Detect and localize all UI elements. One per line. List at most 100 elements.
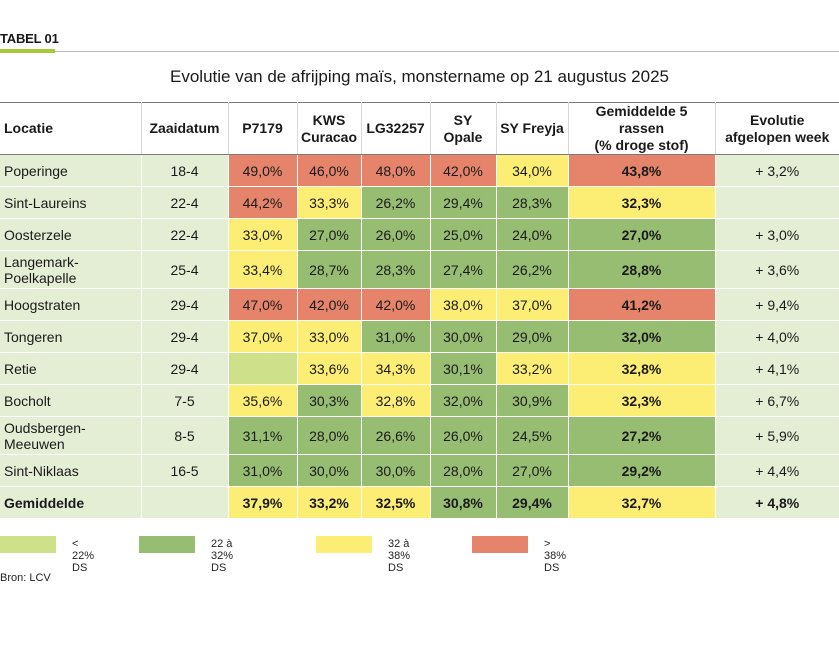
cell-total-gemiddelde: 32,7% [568, 486, 716, 519]
cell-p7179: 37,0% [228, 320, 298, 353]
cell-locatie: Hoogstraten [0, 288, 142, 321]
cell-gemiddelde: 32,3% [568, 384, 716, 417]
cell-locatie: Oosterzele [0, 218, 142, 251]
cell-locatie-line2: Meeuwen [4, 435, 65, 452]
cell-kws-curacao: 28,0% [297, 416, 362, 455]
legend-label-lt22: < 22% DS [72, 538, 95, 574]
cell-locatie: Bocholt [0, 384, 142, 417]
cell-zaaidatum: 22-4 [141, 186, 229, 219]
cell-sy-freyja: 34,0% [496, 154, 569, 187]
source-note: Bron: LCV [0, 572, 51, 584]
cell-locatie: Oudsbergen- Meeuwen [0, 416, 142, 455]
cell-sy-freyja: 33,2% [496, 352, 569, 385]
cell-sy-opale: 32,0% [430, 384, 497, 417]
legend-label-gt38: > 38% DS [544, 538, 567, 574]
cell-sy-opale: 38,0% [430, 288, 497, 321]
cell-sy-opale: 42,0% [430, 154, 497, 187]
cell-lg32257: 26,2% [361, 186, 431, 219]
cell-kws-curacao: 28,7% [297, 250, 362, 289]
cell-total-kws-curacao: 33,2% [297, 486, 362, 519]
cell-kws-curacao: 27,0% [297, 218, 362, 251]
cell-sy-opale: 25,0% [430, 218, 497, 251]
cell-evolutie [715, 186, 839, 219]
header-evo-line1: Evolutie [750, 111, 805, 128]
legend-label-32-38: 32 à 38% DS [388, 538, 411, 574]
cell-zaaidatum: 29-4 [141, 352, 229, 385]
cell-evolutie: + 3,2% [715, 154, 839, 187]
cell-evolutie: + 3,6% [715, 250, 839, 289]
cell-sy-freyja: 24,0% [496, 218, 569, 251]
cell-zaaidatum: 7-5 [141, 384, 229, 417]
header-kws-line1: KWS [312, 111, 346, 128]
cell-lg32257: 42,0% [361, 288, 431, 321]
cell-sy-freyja: 27,0% [496, 454, 569, 487]
cell-locatie: Retie [0, 352, 142, 385]
table-row: Hoogstraten 29-4 47,0% 42,0% 42,0% 38,0%… [0, 288, 839, 321]
table-row: Poperinge 18-4 49,0% 46,0% 48,0% 42,0% 3… [0, 154, 839, 187]
header-evo-line2: afgelopen week [725, 128, 830, 145]
cell-kws-curacao: 46,0% [297, 154, 362, 187]
cell-zaaidatum: 29-4 [141, 320, 229, 353]
cell-total-p7179: 37,9% [228, 486, 298, 519]
table-tag: TABEL 01 [0, 31, 59, 46]
header-evolutie: Evolutie afgelopen week [715, 102, 839, 155]
table-row: Tongeren 29-4 37,0% 33,0% 31,0% 30,0% 29… [0, 320, 839, 353]
total-row: Gemiddelde 37,9% 33,2% 32,5% 30,8% 29,4%… [0, 486, 839, 519]
cell-locatie: Langemark- Poelkapelle [0, 250, 142, 289]
cell-locatie-line1: Oudsbergen- [4, 419, 86, 436]
cell-sy-freyja: 28,3% [496, 186, 569, 219]
cell-evolutie: + 9,4% [715, 288, 839, 321]
cell-kws-curacao: 33,3% [297, 186, 362, 219]
header-row: Locatie Zaaidatum P7179 KWS Curacao LG322… [0, 102, 839, 155]
cell-total-zaaidatum [141, 486, 229, 519]
cell-evolutie: + 4,0% [715, 320, 839, 353]
cell-p7179: 47,0% [228, 288, 298, 321]
cell-sy-freyja: 29,0% [496, 320, 569, 353]
legend-swatch-32-38 [316, 536, 372, 553]
cell-kws-curacao: 33,6% [297, 352, 362, 385]
table-row: Langemark- Poelkapelle 25-4 33,4% 28,7% 2… [0, 250, 839, 289]
header-gem-line2: (% droge stof) [594, 137, 689, 153]
cell-p7179: 31,0% [228, 454, 298, 487]
cell-evolutie: + 5,9% [715, 416, 839, 455]
cell-sy-opale: 30,0% [430, 320, 497, 353]
cell-zaaidatum: 25-4 [141, 250, 229, 289]
maize-ripening-table: Locatie Zaaidatum P7179 KWS Curacao LG322… [0, 102, 839, 519]
header-p7179: P7179 [228, 102, 298, 155]
cell-total-sy-freyja: 29,4% [496, 486, 569, 519]
cell-sy-freyja: 30,9% [496, 384, 569, 417]
legend-swatch-gt38 [472, 536, 528, 553]
cell-locatie: Tongeren [0, 320, 142, 353]
header-gem-line1: Gemiddelde 5 rassen [595, 103, 688, 136]
cell-kws-curacao: 30,3% [297, 384, 362, 417]
cell-gemiddelde: 43,8% [568, 154, 716, 187]
table-row: Sint-Laureins 22-4 44,2% 33,3% 26,2% 29,… [0, 186, 839, 219]
cell-gemiddelde: 32,8% [568, 352, 716, 385]
cell-evolutie: + 4,4% [715, 454, 839, 487]
cell-p7179: 31,1% [228, 416, 298, 455]
cell-kws-curacao: 30,0% [297, 454, 362, 487]
cell-sy-opale: 26,0% [430, 416, 497, 455]
tag-divider-line [55, 51, 839, 52]
header-lg32257: LG32257 [361, 102, 431, 155]
cell-sy-opale: 30,1% [430, 352, 497, 385]
cell-p7179: 49,0% [228, 154, 298, 187]
cell-lg32257: 32,8% [361, 384, 431, 417]
cell-zaaidatum: 22-4 [141, 218, 229, 251]
cell-zaaidatum: 18-4 [141, 154, 229, 187]
table-title: Evolutie van de afrijping maïs, monstern… [170, 67, 669, 86]
header-locatie: Locatie [0, 102, 142, 155]
cell-evolutie: + 6,7% [715, 384, 839, 417]
header-kws-line2: Curacao [300, 128, 358, 145]
header-gemiddelde: Gemiddelde 5 rassen (% droge stof) [568, 102, 716, 155]
cell-total-sy-opale: 30,8% [430, 486, 497, 519]
cell-kws-curacao: 42,0% [297, 288, 362, 321]
cell-gemiddelde: 29,2% [568, 454, 716, 487]
header-zaaidatum: Zaaidatum [141, 102, 229, 155]
cell-evolutie: + 4,1% [715, 352, 839, 385]
table-row: Oudsbergen- Meeuwen 8-5 31,1% 28,0% 26,6%… [0, 416, 839, 455]
cell-locatie: Sint-Niklaas [0, 454, 142, 487]
table-row: Sint-Niklaas 16-5 31,0% 30,0% 30,0% 28,0… [0, 454, 839, 487]
cell-gemiddelde: 28,8% [568, 250, 716, 289]
cell-total-lg32257: 32,5% [361, 486, 431, 519]
